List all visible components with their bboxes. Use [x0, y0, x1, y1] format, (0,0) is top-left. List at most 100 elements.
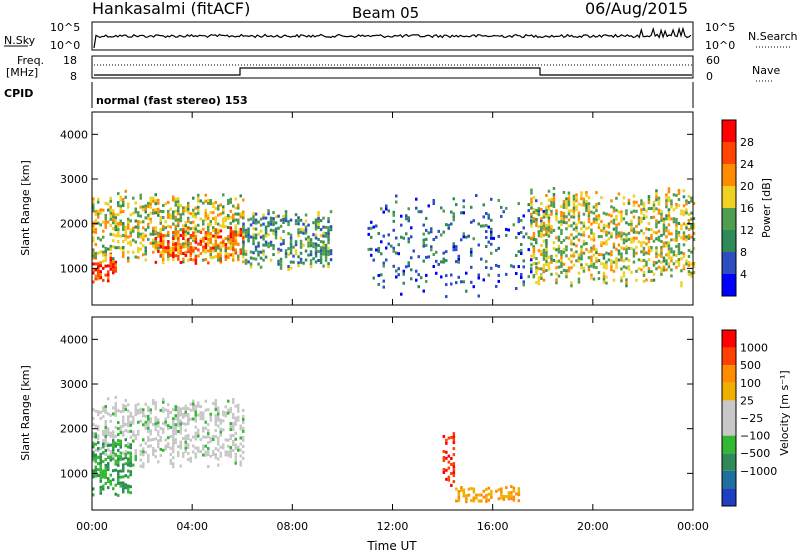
heatmap-cell: [112, 262, 115, 266]
heatmap-cell: [174, 414, 177, 418]
heatmap-cell: [422, 289, 425, 293]
heatmap-cell: [450, 282, 453, 286]
heatmap-cell: [142, 411, 145, 415]
heatmap-cell: [400, 214, 403, 218]
heatmap-cell: [192, 408, 195, 412]
heatmap-cell: [632, 254, 636, 258]
heatmap-cell: [202, 414, 205, 418]
heatmap-cell: [387, 233, 390, 237]
heatmap-cell: [565, 245, 568, 249]
heatmap-cell: [317, 244, 320, 247]
heatmap-cell: [655, 261, 658, 265]
heatmap-cell: [279, 218, 283, 222]
heatmap-cell: [572, 221, 576, 225]
heatmap-cell: [232, 443, 235, 446]
heatmap-cell: [242, 438, 245, 442]
heatmap-cell: [142, 453, 145, 457]
heatmap-cell: [222, 446, 225, 450]
heatmap-cell: [179, 443, 182, 447]
heatmap-cell: [207, 450, 210, 454]
heatmap-cell: [450, 463, 453, 466]
heatmap-cell: [114, 401, 117, 405]
heatmap-cell: [507, 497, 511, 501]
heatmap-cell: [109, 255, 112, 259]
heatmap-cell: [660, 260, 663, 264]
heatmap-cell: [139, 193, 142, 197]
heatmap-cell: [152, 238, 155, 242]
heatmap-cell: [677, 198, 681, 201]
heatmap-cell: [129, 240, 132, 244]
heatmap-cell: [219, 212, 222, 216]
heatmap-cell: [687, 249, 691, 252]
heatmap-cell: [655, 219, 658, 223]
heatmap-cell: [645, 242, 648, 246]
heatmap-cell: [420, 276, 423, 280]
heatmap-cell: [92, 197, 95, 201]
colorbar-frame: [721, 329, 737, 507]
heatmap-cell: [632, 230, 636, 234]
heatmap-cell: [309, 265, 313, 269]
heatmap-cell: [472, 285, 475, 289]
heatmap-cell: [174, 215, 177, 219]
heatmap-cell: [122, 255, 125, 258]
heatmap-cell: [92, 209, 95, 213]
heatmap-cell: [522, 265, 525, 269]
heatmap-cell: [322, 240, 325, 244]
heatmap-cell: [97, 221, 100, 225]
heatmap-cell: [202, 426, 205, 430]
heatmap-cell: [677, 192, 681, 195]
heatmap-cell: [322, 216, 325, 220]
heatmap-cell: [597, 277, 601, 281]
heatmap-cell: [162, 240, 165, 243]
heatmap-cell: [162, 397, 165, 401]
heatmap-cell: [617, 252, 621, 256]
heatmap-cell: [187, 243, 190, 247]
heatmap-cell: [254, 257, 258, 261]
heatmap-cell: [370, 253, 373, 257]
heatmap-cell: [277, 214, 280, 218]
heatmap-cell: [490, 266, 493, 270]
heatmap-cell: [107, 444, 110, 448]
heatmap-cell: [262, 234, 265, 238]
heatmap-cell: [217, 457, 220, 461]
heatmap-cell: [222, 410, 225, 414]
heatmap-cell: [304, 213, 308, 217]
heatmap-cell: [234, 431, 237, 435]
heatmap-cell: [194, 416, 197, 420]
heatmap-cell: [97, 236, 100, 240]
heatmap-cell: [154, 425, 157, 429]
heatmap-cell: [665, 262, 668, 266]
heatmap-cell: [605, 275, 608, 279]
heatmap-cell: [119, 457, 122, 461]
range-tick-label: 2000: [60, 218, 88, 231]
heatmap-cell: [605, 233, 608, 237]
heatmap-cell: [179, 249, 182, 253]
heatmap-cell: [592, 247, 596, 251]
heatmap-cell: [102, 433, 105, 437]
heatmap-cell: [104, 444, 107, 447]
heatmap-cell: [114, 462, 117, 466]
heatmap-cell: [232, 216, 235, 220]
heatmap-cell: [237, 406, 240, 410]
heatmap-cell: [632, 260, 636, 264]
heatmap-cell: [197, 413, 200, 417]
heatmap-cell: [645, 209, 648, 213]
heatmap-cell: [319, 234, 323, 238]
heatmap-cell: [397, 252, 400, 256]
heatmap-cell: [187, 416, 190, 419]
heatmap-cell: [132, 421, 135, 425]
heatmap-cell: [592, 265, 596, 269]
heatmap-cell: [482, 224, 485, 228]
heatmap-cell: [442, 257, 445, 261]
heatmap-cell: [435, 259, 438, 263]
heatmap-cell: [660, 266, 663, 270]
heatmap-cell: [222, 244, 225, 248]
heatmap-cell: [692, 247, 696, 250]
heatmap-cell: [677, 249, 681, 252]
heatmap-cell: [665, 226, 668, 230]
heatmap-cell: [324, 231, 328, 235]
heatmap-cell: [630, 219, 633, 223]
heatmap-cell: [597, 202, 601, 206]
heatmap-cell: [520, 273, 523, 276]
heatmap-cell: [172, 408, 175, 412]
